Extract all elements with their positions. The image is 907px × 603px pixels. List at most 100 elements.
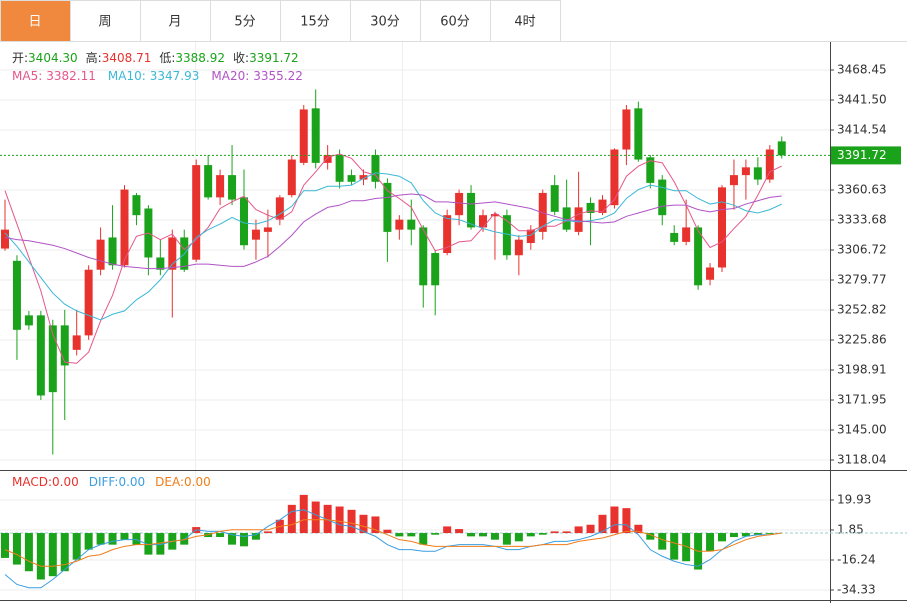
macd-bar bbox=[383, 529, 392, 534]
macd-bar bbox=[610, 506, 619, 534]
ma-line bbox=[4, 193, 782, 270]
y-tick-label: 3279.77 bbox=[837, 272, 887, 286]
tab-box bbox=[490, 0, 561, 42]
macd-bar bbox=[586, 524, 595, 534]
ma-line bbox=[4, 153, 782, 364]
tab[interactable]: 30分 bbox=[350, 0, 421, 42]
macd-bar bbox=[12, 533, 21, 565]
candle-body bbox=[753, 167, 762, 180]
macd-legend: MACD:0.00 DIFF:0.00 DEA:0.00 bbox=[12, 475, 211, 489]
macd-bar bbox=[514, 533, 523, 542]
tab[interactable]: 日 bbox=[0, 0, 71, 42]
ohlc-name: 收: bbox=[233, 51, 249, 65]
candle-body bbox=[646, 157, 655, 183]
candle-body bbox=[455, 192, 464, 216]
candle-body bbox=[706, 267, 715, 280]
macd-bar bbox=[741, 533, 750, 537]
y-tick-label: 3171.95 bbox=[837, 392, 887, 406]
tab[interactable]: 周 bbox=[70, 0, 141, 42]
candle-body bbox=[323, 155, 332, 163]
tab-box bbox=[280, 0, 351, 42]
macd-bar bbox=[718, 533, 726, 542]
macd-bar bbox=[335, 506, 344, 534]
macd-bar bbox=[670, 533, 679, 560]
macd-bar bbox=[765, 533, 774, 534]
candle-body bbox=[634, 108, 643, 160]
candle-body bbox=[204, 165, 213, 198]
y-tick-label: 3198.91 bbox=[837, 362, 887, 376]
candle-body bbox=[419, 227, 428, 286]
last-price-label: 3391.72 bbox=[837, 148, 887, 162]
macd-bar bbox=[120, 533, 129, 540]
tab[interactable]: 15分 bbox=[280, 0, 351, 42]
candle-body bbox=[299, 109, 308, 163]
tab-label: 5分 bbox=[234, 15, 255, 30]
tab[interactable]: 月 bbox=[140, 0, 211, 42]
macd-bar bbox=[371, 516, 380, 534]
macd-bar bbox=[395, 533, 404, 537]
macd-bar bbox=[753, 533, 762, 535]
legend-value: 3355.22 bbox=[253, 69, 303, 83]
macd-bar bbox=[682, 533, 691, 562]
macd-bar bbox=[502, 533, 511, 545]
legend-name: MA5: bbox=[12, 69, 42, 83]
macd-bar bbox=[216, 533, 225, 538]
macd-bar bbox=[48, 533, 57, 577]
legend-value: 3347.93 bbox=[150, 69, 200, 83]
candle-body bbox=[598, 199, 607, 213]
y-tick-label: 3441.50 bbox=[837, 92, 887, 106]
macd-bar bbox=[144, 533, 153, 555]
candle-body bbox=[72, 335, 81, 350]
candle-body bbox=[168, 237, 177, 270]
macd-bar bbox=[72, 533, 81, 560]
tab[interactable]: 4时 bbox=[490, 0, 561, 42]
candle-body bbox=[658, 179, 667, 216]
macd-bar bbox=[646, 533, 655, 540]
macd-bar bbox=[96, 533, 105, 545]
macd-bar bbox=[729, 533, 738, 538]
candle-body bbox=[718, 187, 726, 268]
macd-bar bbox=[598, 514, 607, 534]
candle-body bbox=[407, 219, 416, 230]
candle-body bbox=[562, 207, 571, 230]
macd-bar bbox=[1, 533, 9, 558]
candle-body bbox=[335, 155, 344, 182]
candle-body bbox=[777, 141, 786, 156]
macd-bar bbox=[108, 533, 117, 545]
candle-body bbox=[443, 215, 452, 254]
macd-bar bbox=[60, 533, 69, 572]
candle-body bbox=[538, 192, 547, 232]
macd-bar bbox=[443, 526, 452, 534]
tab[interactable]: 60分 bbox=[420, 0, 491, 42]
macd-bar bbox=[240, 533, 248, 547]
candle-body bbox=[610, 149, 619, 206]
legend-name: DIFF: bbox=[89, 475, 119, 489]
tab-label: 60分 bbox=[440, 15, 470, 30]
legend-value: 0.00 bbox=[118, 475, 145, 489]
y-tick-label: 3306.72 bbox=[837, 242, 887, 256]
candle-body bbox=[670, 232, 679, 242]
candle-body bbox=[622, 109, 631, 150]
legend-name: MA10: bbox=[108, 69, 146, 83]
ma-legend: MA5: 3382.11 MA10: 3347.93 MA20: 3355.22 bbox=[12, 69, 303, 83]
y-tick-label: 3360.63 bbox=[837, 182, 887, 196]
tab-label: 15分 bbox=[300, 15, 330, 30]
ohlc-value: 3391.72 bbox=[249, 51, 299, 65]
y-tick-label: -16.24 bbox=[837, 552, 876, 566]
tab-label: 周 bbox=[98, 15, 111, 30]
macd-bar bbox=[263, 531, 272, 534]
y-tick-label: 3333.68 bbox=[837, 212, 887, 226]
candle-body bbox=[395, 219, 404, 230]
tab[interactable]: 5分 bbox=[210, 0, 281, 42]
macd-bar bbox=[526, 533, 535, 537]
candle-body bbox=[526, 229, 535, 244]
tab-box bbox=[140, 0, 211, 42]
macd-bar bbox=[299, 494, 308, 534]
macd-bar bbox=[180, 533, 189, 545]
y-tick-label: 3118.04 bbox=[837, 452, 887, 466]
candle-body bbox=[275, 197, 284, 220]
candle-body bbox=[383, 182, 392, 232]
macd-bar bbox=[634, 524, 643, 534]
candle-body bbox=[48, 325, 57, 393]
